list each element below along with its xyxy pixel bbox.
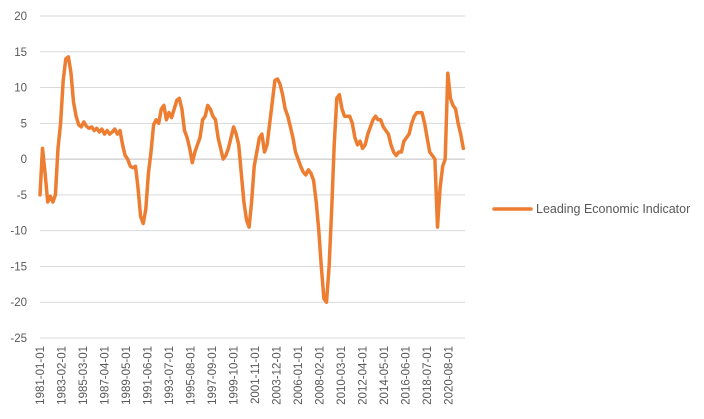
x-tick-label: 1989-05-01 [121, 346, 133, 405]
x-tick-label: 2014-05-01 [379, 346, 391, 405]
x-tick-label: 1985-03-01 [78, 346, 90, 405]
y-tick-label: -25 [10, 333, 27, 345]
y-tick-label: -10 [10, 226, 27, 238]
x-tick-label: 2006-01-01 [293, 346, 305, 405]
x-axis-tick-labels: 1981-01-01 1983-02-01 1985-03-01 1987-04-01… [35, 346, 456, 405]
x-tick-label: 1983-02-01 [57, 346, 69, 405]
x-tick-label: 1997-09-01 [207, 346, 219, 405]
x-tick-label: 1995-08-01 [186, 346, 198, 405]
x-tick-label: 1993-07-01 [164, 346, 176, 405]
x-tick-label: 2008-02-01 [315, 346, 327, 405]
y-tick-label: 20 [14, 11, 27, 23]
series-group [38, 55, 466, 304]
legend-label-leading-economic-indicator: Leading Economic Indicator [536, 202, 690, 216]
x-tick-label: 2001-11-01 [250, 346, 262, 404]
x-tick-label: 2003-12-01 [272, 346, 284, 405]
y-tick-label: 0 [21, 154, 27, 166]
x-tick-label: 1991-06-01 [143, 346, 155, 405]
y-tick-label: 5 [21, 118, 27, 130]
y-axis-tick-labels: 20 15 10 5 0 -5 -10 -15 -20 -25 [10, 11, 27, 345]
x-tick-label: 1999-10-01 [229, 346, 241, 405]
x-tick-label: 1981-01-01 [35, 346, 47, 405]
y-tick-label: -15 [10, 261, 27, 273]
x-tick-label: 2012-04-01 [358, 346, 370, 405]
x-tick-label: 1987-04-01 [99, 346, 111, 405]
legend: Leading Economic Indicator [492, 202, 690, 216]
y-tick-label: -20 [10, 297, 27, 309]
x-tick-label: 2020-08-01 [444, 346, 456, 405]
series-line-leading-economic-indicator [38, 55, 466, 304]
x-tick-label: 2010-03-01 [336, 346, 348, 405]
y-tick-label: 10 [14, 83, 27, 95]
y-tick-label: -5 [17, 190, 27, 202]
y-tick-label: 15 [14, 47, 27, 59]
x-tick-label: 2016-06-01 [401, 346, 413, 405]
x-tick-label: 2018-07-01 [422, 346, 434, 405]
